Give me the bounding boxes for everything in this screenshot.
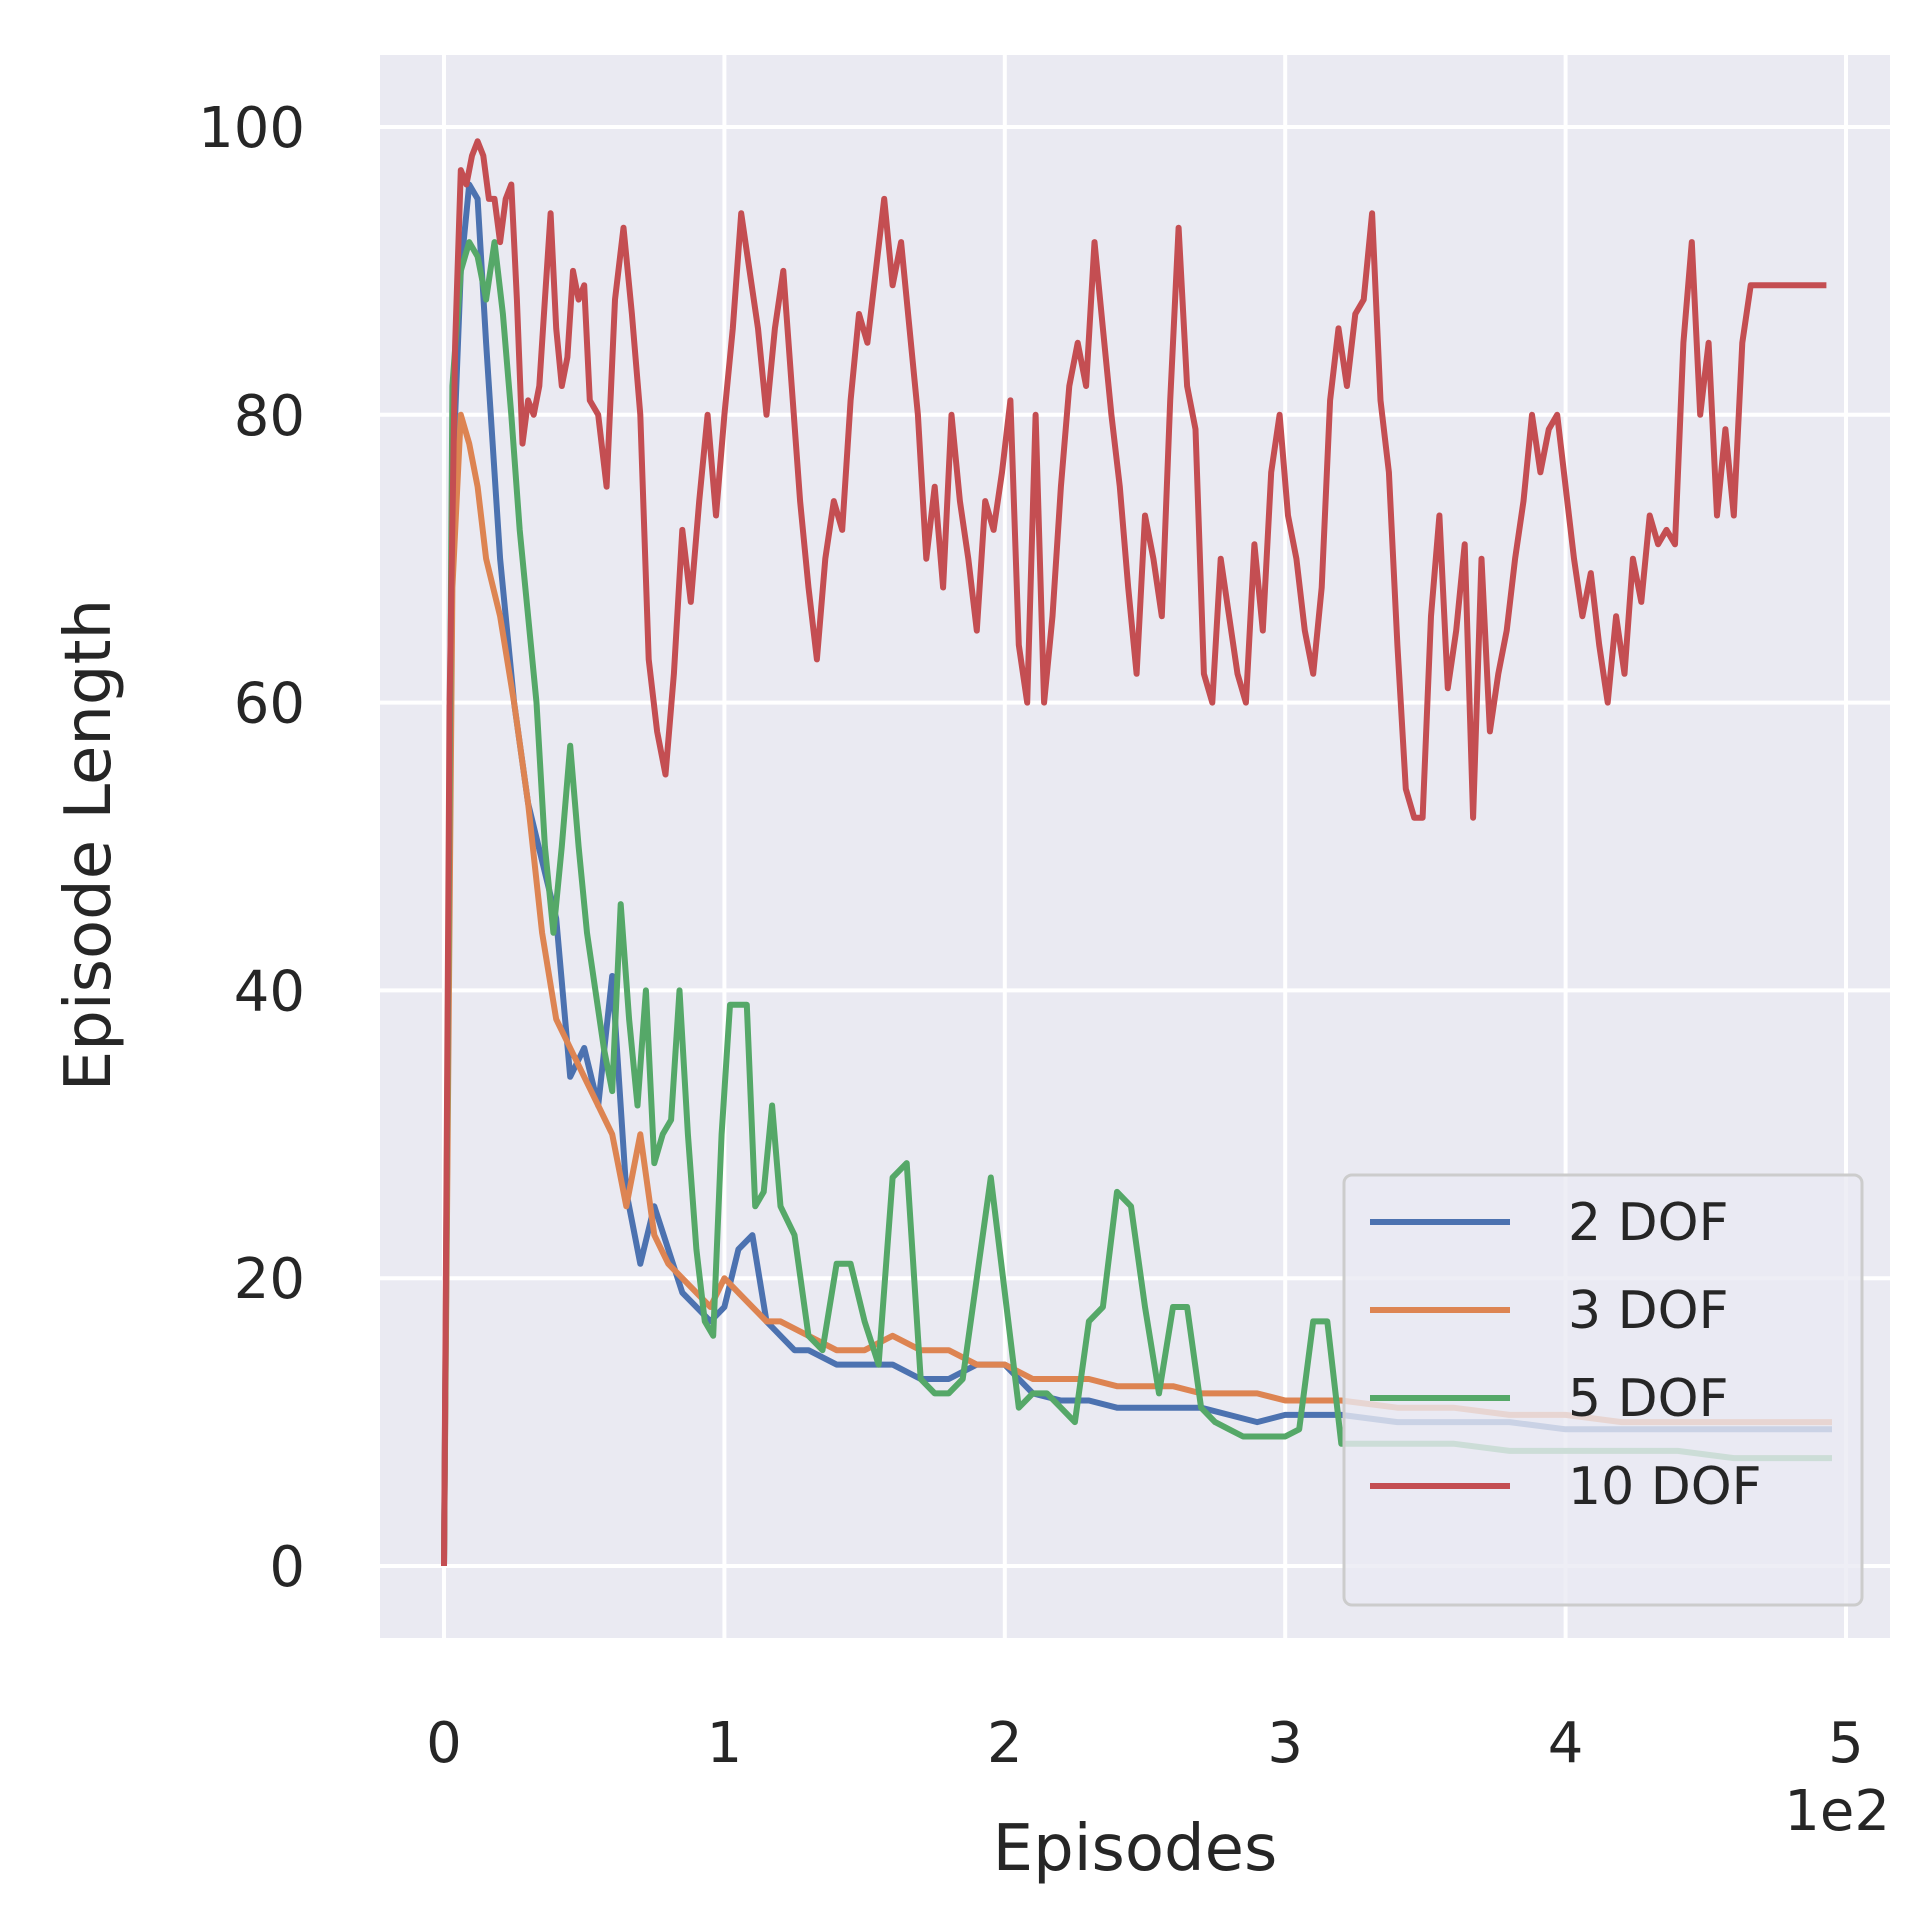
x-tick-label: 5 — [1828, 1711, 1864, 1776]
legend-label: 5 DOF — [1568, 1369, 1729, 1429]
y-tick-label: 40 — [234, 959, 305, 1024]
x-tick-label: 1 — [707, 1711, 743, 1776]
legend-label: 2 DOF — [1568, 1193, 1729, 1253]
x-tick-label: 4 — [1548, 1711, 1584, 1776]
y-tick-label: 60 — [234, 672, 305, 737]
legend-box — [1342, 1173, 1864, 1607]
legend: 2 DOF 3 DOF 5 DOF 10 DOF — [1342, 1173, 1864, 1607]
x-tick-label: 2 — [987, 1711, 1023, 1776]
y-tick-label: 0 — [269, 1535, 305, 1600]
legend-label: 3 DOF — [1568, 1281, 1729, 1341]
x-axis-label: Episodes — [993, 1812, 1278, 1886]
x-tick-label: 0 — [426, 1711, 462, 1776]
x-offset-label: 1e2 — [1784, 1779, 1890, 1844]
y-tick-label: 100 — [198, 96, 305, 161]
grid-lines — [380, 55, 1890, 1638]
tick-labels: 0 1 2 3 4 5 0 20 40 60 80 100 — [198, 96, 1864, 1776]
y-tick-label: 80 — [234, 384, 305, 449]
series-line-10-dof — [441, 138, 1827, 1567]
series-line-5-dof — [441, 239, 1832, 1567]
y-tick-label: 20 — [234, 1247, 305, 1312]
legend-label: 10 DOF — [1568, 1457, 1762, 1517]
y-axis-label: Episode Length — [52, 599, 126, 1091]
series-lines — [441, 138, 1832, 1567]
x-tick-label: 3 — [1267, 1711, 1303, 1776]
